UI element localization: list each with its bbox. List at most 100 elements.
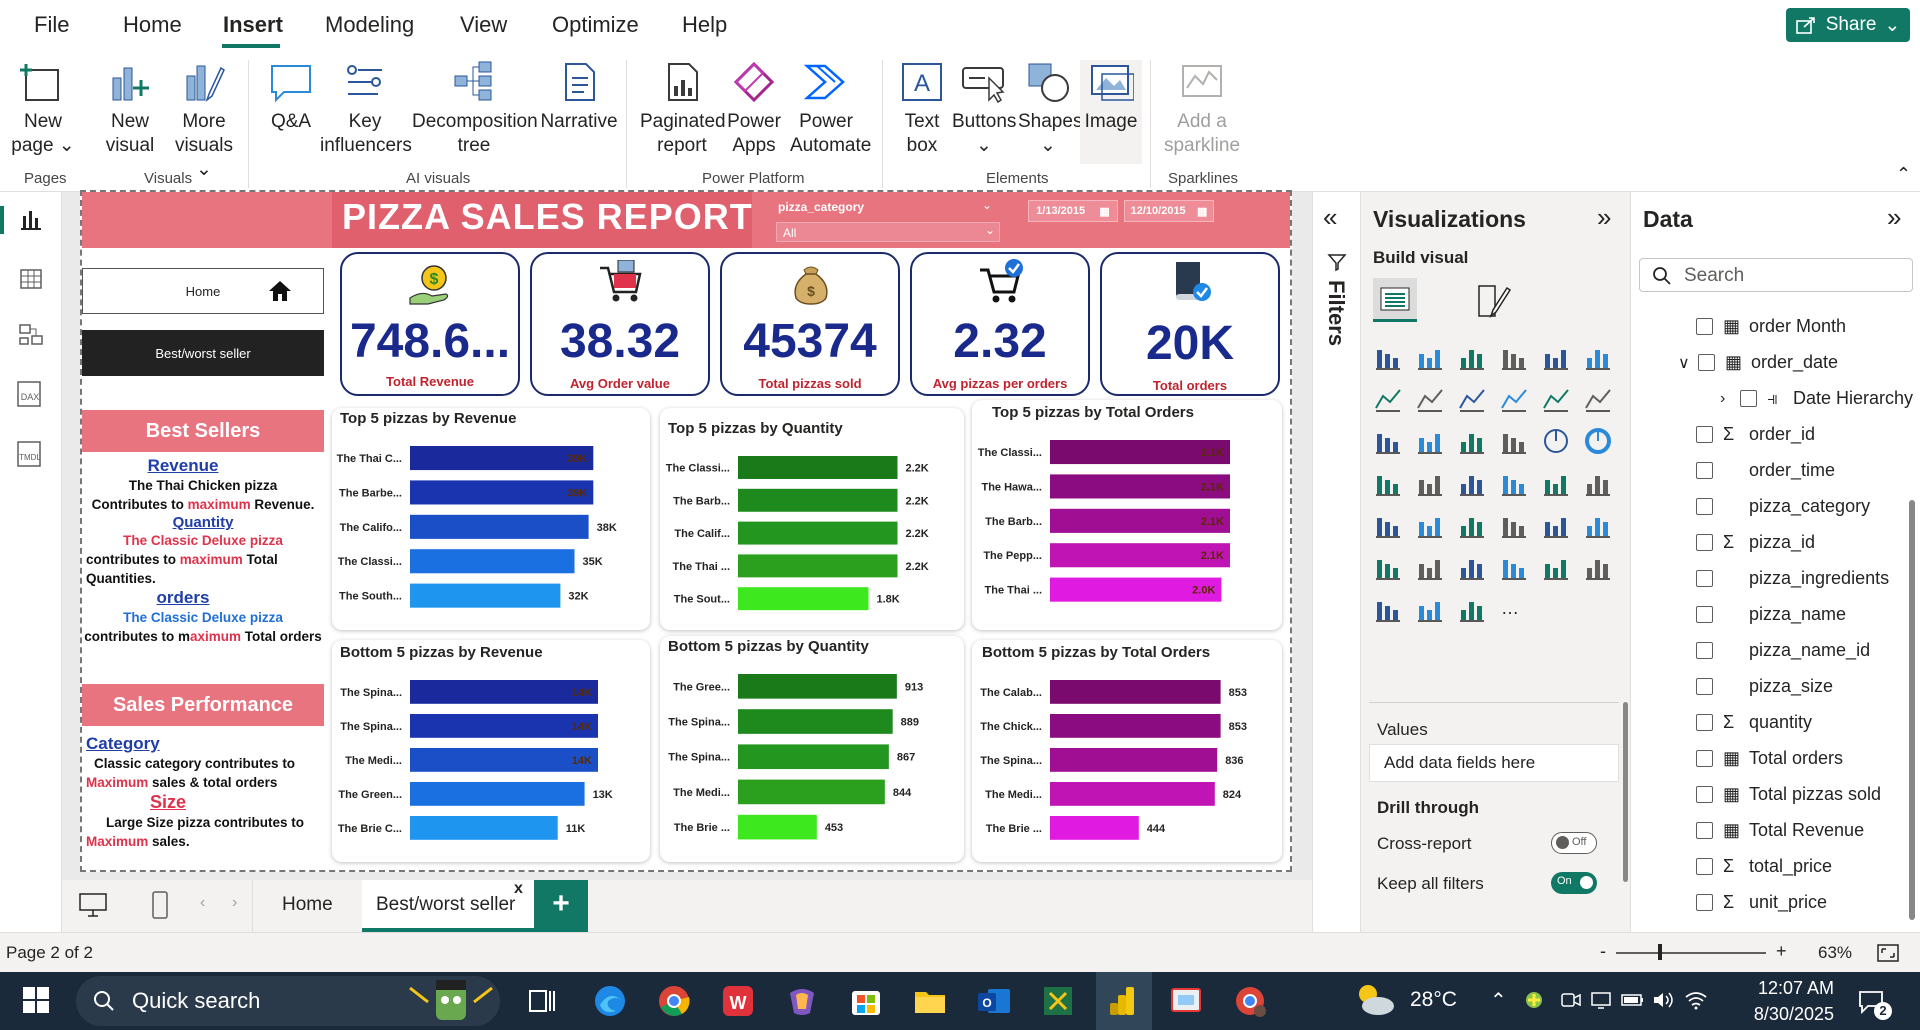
chart-top5-quantity[interactable]: Top 5 pizzas by Quantity The Classi... 2.…: [660, 408, 964, 630]
more-visuals-button[interactable]: More visuals ⌄: [166, 60, 242, 182]
image-button[interactable]: Image: [1080, 60, 1142, 164]
expand-chevron-down-icon[interactable]: ∨: [1678, 354, 1690, 372]
previous-page-icon[interactable]: ‹: [200, 894, 206, 911]
collapse-viz-icon[interactable]: »: [1597, 202, 1612, 232]
close-tab-icon[interactable]: x: [514, 880, 523, 897]
r-visual-visual-icon[interactable]: [1583, 510, 1613, 540]
taskbar-search-box[interactable]: Quick search: [76, 976, 500, 1026]
next-page-icon[interactable]: ›: [232, 894, 238, 911]
qa-button[interactable]: Q&A: [266, 60, 316, 134]
task-view-icon[interactable]: [524, 983, 560, 1019]
report-view-icon[interactable]: [18, 206, 44, 232]
build-visual-tab[interactable]: [1373, 278, 1417, 322]
menu-view[interactable]: View: [460, 12, 508, 37]
bar[interactable]: [1050, 782, 1215, 806]
snipping-tool-icon[interactable]: [1168, 983, 1204, 1019]
tab-home[interactable]: Home: [282, 894, 333, 915]
scatter-visual-icon[interactable]: [1499, 426, 1529, 456]
field-checkbox[interactable]: [1696, 786, 1713, 803]
metrics-visual-icon[interactable]: [1583, 552, 1613, 582]
bar[interactable]: [738, 674, 897, 699]
bar[interactable]: [410, 714, 598, 738]
line-column-visual-icon[interactable]: [1541, 384, 1571, 414]
microsoft-store-icon[interactable]: [848, 983, 884, 1019]
add-fields-dropzone[interactable]: Add data fields here: [1369, 744, 1619, 782]
power-apps-visual-icon[interactable]: [1415, 594, 1445, 624]
add-page-button[interactable]: +: [534, 880, 588, 932]
chrome-profile-icon[interactable]: [1232, 983, 1268, 1019]
chart-top5-revenue[interactable]: Top 5 pizzas by Revenue The Thai C... 39K…: [332, 408, 650, 630]
paginated-visual-icon[interactable]: [1373, 594, 1403, 624]
viz-scrollbar[interactable]: [1623, 702, 1628, 882]
power-automate-visual-icon[interactable]: [1457, 594, 1487, 624]
bar[interactable]: [410, 748, 598, 772]
bar[interactable]: [410, 446, 594, 471]
dax-query-view-icon[interactable]: DAX: [16, 380, 46, 408]
field-checkbox[interactable]: [1696, 750, 1713, 767]
menu-home[interactable]: Home: [123, 12, 182, 37]
category-slicer[interactable]: pizza_category All ⌄ ⌄: [772, 196, 1004, 246]
slicer-visual-icon[interactable]: [1457, 510, 1487, 540]
clock-time[interactable]: 12:07 AM: [1757, 978, 1834, 998]
expand-chevron-right-icon[interactable]: ›: [1720, 389, 1726, 407]
zoom-slider[interactable]: [1616, 952, 1766, 954]
stacked-area-visual-icon[interactable]: [1457, 384, 1487, 414]
slicer-dropdown[interactable]: All ⌄: [776, 222, 1000, 242]
filled-map-visual-icon[interactable]: [1457, 468, 1487, 498]
map-visual-icon[interactable]: [1415, 468, 1445, 498]
bar[interactable]: [738, 779, 885, 805]
display-icon[interactable]: [1590, 990, 1612, 1010]
donut-visual-icon[interactable]: [1583, 426, 1613, 456]
zoom-in-button[interactable]: +: [1776, 941, 1787, 961]
100-bar-visual-icon[interactable]: [1541, 342, 1571, 372]
meet-now-icon[interactable]: [1560, 990, 1582, 1010]
new-visual-button[interactable]: New visual: [98, 60, 162, 158]
best-worst-nav-button[interactable]: Best/worst seller: [82, 330, 324, 376]
tab-best-worst-seller[interactable]: Best/worst seller x: [362, 880, 534, 932]
bar[interactable]: [738, 456, 898, 479]
treemap-visual-icon[interactable]: [1373, 468, 1403, 498]
bar[interactable]: [1050, 577, 1222, 602]
home-nav-button[interactable]: Home: [82, 268, 324, 314]
data-field-item[interactable]: › ⫣ Date Hierarchy: [1720, 388, 1913, 409]
chart-top5-orders[interactable]: Top 5 pizzas by Total Orders The Classi.…: [972, 400, 1282, 630]
chart-bottom5-revenue[interactable]: Bottom 5 pizzas by Revenue The Spina... 1…: [332, 640, 650, 862]
bar[interactable]: [1050, 508, 1230, 533]
zoom-out-button[interactable]: -: [1600, 941, 1606, 961]
chrome-icon[interactable]: [656, 983, 692, 1019]
data-field-item[interactable]: pizza_category: [1696, 496, 1870, 517]
field-checkbox[interactable]: [1696, 678, 1713, 695]
table-view-icon[interactable]: [18, 266, 44, 292]
bar[interactable]: [410, 480, 594, 505]
matrix-visual-icon[interactable]: [1541, 510, 1571, 540]
tmdl-view-icon[interactable]: TMDL: [16, 440, 46, 468]
data-field-item[interactable]: ∨ ▦ order_date: [1678, 352, 1838, 373]
field-checkbox[interactable]: [1696, 858, 1713, 875]
table-visual-icon[interactable]: [1499, 510, 1529, 540]
zoom-slider-thumb[interactable]: [1658, 944, 1662, 960]
bar[interactable]: [738, 587, 869, 611]
edge-icon[interactable]: [592, 983, 628, 1019]
power-bi-icon[interactable]: [1106, 983, 1142, 1019]
stacked-column-visual-icon[interactable]: [1415, 342, 1445, 372]
weather-icon[interactable]: [1352, 980, 1396, 1020]
data-field-item[interactable]: ▦ order Month: [1696, 316, 1846, 337]
data-field-item[interactable]: pizza_size: [1696, 676, 1833, 697]
bar[interactable]: [1050, 474, 1230, 499]
field-checkbox[interactable]: [1696, 318, 1713, 335]
collapse-data-icon[interactable]: »: [1887, 202, 1902, 232]
bar[interactable]: [1050, 543, 1230, 568]
data-field-item[interactable]: ▦ Total Revenue: [1696, 820, 1864, 841]
field-checkbox[interactable]: [1696, 642, 1713, 659]
fit-to-page-icon[interactable]: [1876, 943, 1900, 963]
data-field-item[interactable]: ▦ Total orders: [1696, 748, 1843, 769]
menu-file[interactable]: File: [34, 12, 70, 37]
mobile-layout-icon[interactable]: [150, 890, 170, 920]
clustered-column-visual-icon[interactable]: [1499, 342, 1529, 372]
collapse-ribbon-icon[interactable]: ⌃: [1896, 164, 1912, 184]
data-field-item[interactable]: pizza_name: [1696, 604, 1846, 625]
